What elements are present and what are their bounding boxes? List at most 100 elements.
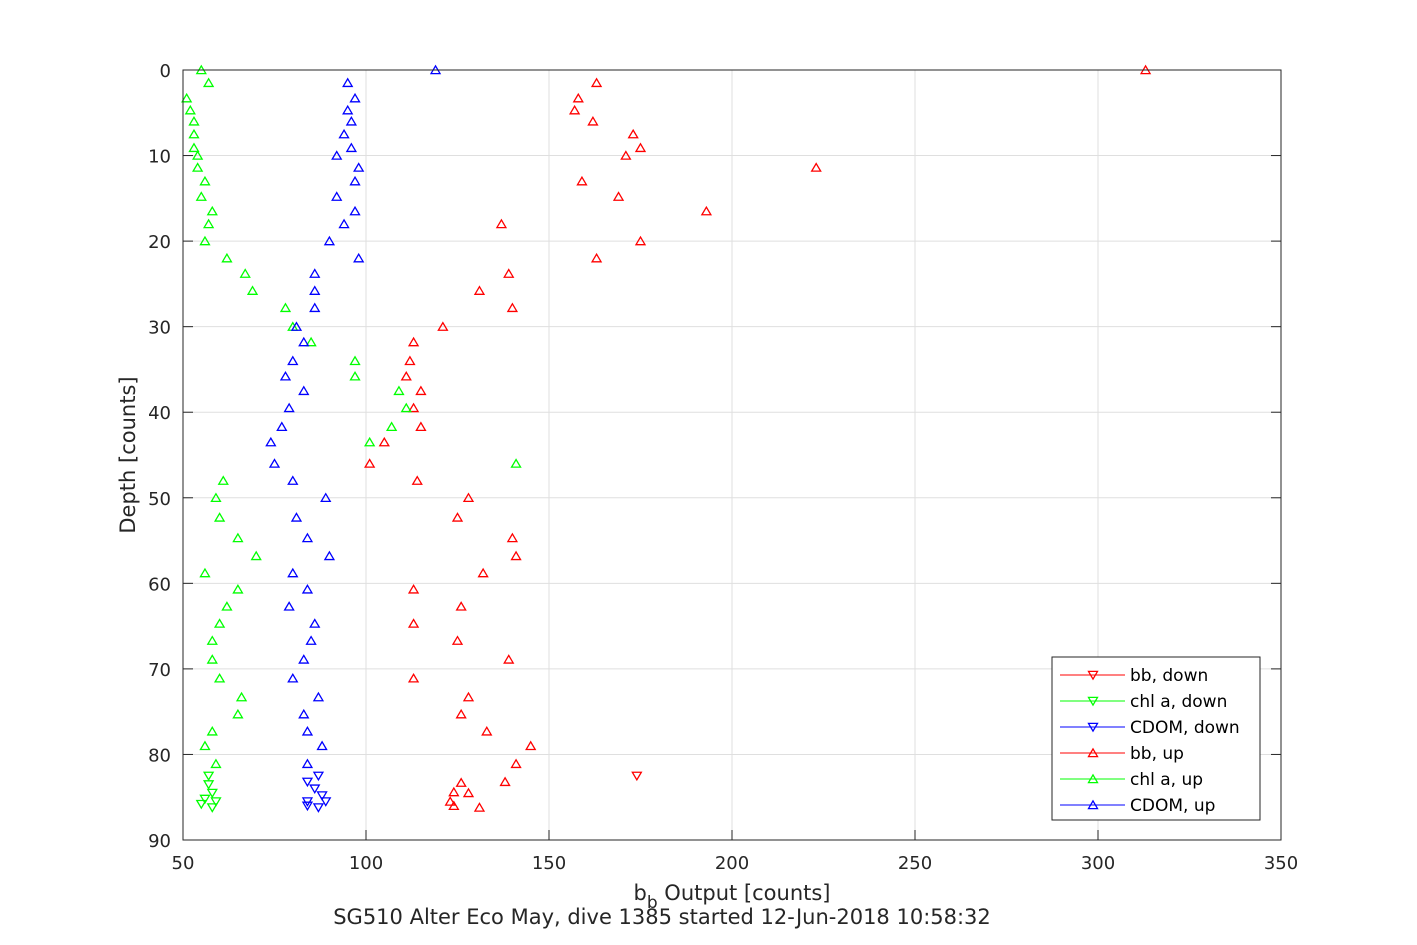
data-point [268, 458, 281, 468]
data-point [298, 654, 310, 664]
data-point [510, 458, 522, 468]
plot-area-frame [182, 69, 1282, 841]
data-point [407, 336, 420, 347]
y-tick-label: 0 [160, 61, 171, 82]
data-point [342, 104, 354, 115]
data-point [309, 268, 321, 278]
data-point [364, 436, 376, 447]
data-point [287, 475, 299, 485]
data-point [184, 104, 196, 115]
data-point [393, 385, 405, 396]
data-point [342, 77, 354, 88]
data-point [810, 162, 822, 172]
data-point [192, 162, 204, 172]
data-point [345, 142, 357, 153]
data-point [195, 799, 207, 810]
data-point [202, 77, 215, 88]
data-point [279, 370, 292, 381]
x-tick-label: 300 [1081, 853, 1115, 874]
data-point [437, 321, 449, 331]
data-point [301, 758, 314, 769]
x-axis-label-subscript: b [647, 893, 658, 913]
data-point [298, 336, 310, 347]
data-point [353, 252, 365, 263]
data-point [301, 777, 314, 788]
y-axis-label: Depth [counts] [116, 376, 140, 533]
y-tick-label: 40 [148, 403, 171, 424]
data-point [232, 708, 244, 719]
data-point [202, 780, 215, 790]
data-point [213, 672, 226, 683]
data-point [631, 771, 643, 782]
legend-entry: CDOM, down [1060, 718, 1240, 738]
data-point [620, 150, 632, 160]
data-point [210, 797, 222, 807]
data-point [590, 252, 603, 263]
data-point [199, 175, 211, 186]
data-point [481, 726, 493, 736]
x-axis-label-text: Output [counts] [658, 881, 831, 905]
data-point [400, 402, 412, 413]
x-tick-label: 50 [172, 853, 195, 874]
legend-entry: chl a, up [1060, 770, 1203, 790]
data-point [612, 191, 625, 201]
data-point [568, 104, 581, 115]
data-point [235, 691, 248, 702]
series-cdom-down [301, 771, 332, 813]
data-point [349, 175, 361, 186]
data-point [188, 116, 200, 126]
data-point [312, 691, 325, 702]
data-point [378, 436, 390, 447]
x-tick-label: 250 [898, 853, 932, 874]
data-point [499, 776, 511, 787]
series-bb-down [631, 771, 643, 782]
data-point [199, 235, 211, 246]
axis-ticks: 50 100 150 200 250 300 350 0 10 20 30 40 50 60 70 80 90 [148, 61, 1298, 874]
data-point [250, 550, 262, 561]
data-point [276, 421, 288, 432]
x-tick-label: 200 [715, 853, 749, 874]
data-point [309, 285, 321, 295]
data-point [221, 252, 233, 263]
data-point [451, 512, 464, 522]
legend-entry: CDOM, up [1060, 796, 1215, 816]
data-point [213, 618, 226, 628]
data-point [301, 726, 314, 736]
data-point [279, 302, 292, 313]
data-point [448, 786, 460, 797]
data-point [349, 205, 361, 216]
data-point [298, 708, 310, 719]
legend-label: chl a, down [1130, 692, 1227, 712]
data-point [217, 475, 229, 485]
data-point [415, 385, 427, 396]
data-point [298, 385, 310, 396]
data-point [232, 532, 244, 543]
data-point [305, 635, 317, 645]
data-point [462, 787, 475, 798]
data-point [495, 218, 508, 229]
data-point [309, 784, 321, 794]
data-point [473, 802, 486, 812]
legend-label: chl a, up [1130, 770, 1203, 790]
legend-label: CDOM, up [1130, 796, 1215, 816]
data-point [525, 740, 537, 751]
series-cdom-up [265, 64, 442, 769]
data-point [700, 205, 713, 216]
data-point [283, 601, 295, 611]
data-point [312, 803, 325, 813]
data-point [239, 268, 251, 278]
data-point [407, 672, 420, 683]
data-point [320, 797, 332, 807]
data-point [407, 402, 420, 413]
data-point [503, 268, 515, 278]
data-point [199, 794, 211, 805]
data-point [455, 601, 467, 611]
data-point [265, 436, 277, 447]
data-point [455, 777, 467, 787]
data-point [301, 583, 314, 594]
legend-marker [1087, 722, 1099, 733]
data-point [199, 740, 211, 751]
data-point [195, 191, 207, 201]
data-point [477, 567, 489, 578]
